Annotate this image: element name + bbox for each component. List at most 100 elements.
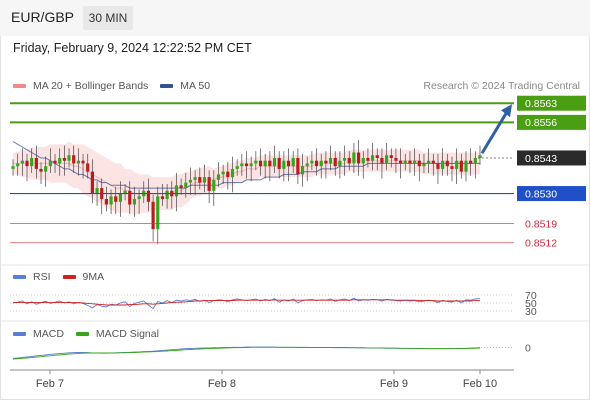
candle-body: [324, 160, 328, 164]
candle-body: [342, 157, 347, 161]
candle-body: [305, 163, 309, 167]
candle-body: [30, 157, 34, 167]
macd-legend: MACD MACD Signal: [13, 328, 159, 340]
bollinger-swatch: [13, 84, 26, 88]
candle-body: [385, 155, 389, 164]
time-tick-label: Feb 8: [208, 378, 236, 390]
rsi-legend: RSI 9MA: [13, 271, 104, 283]
candle-body: [375, 155, 379, 158]
candle-body: [310, 160, 314, 164]
timeframe-tab[interactable]: 30 MIN: [83, 6, 133, 30]
time-axis: Feb 7 Feb 8 Feb 9 Feb 10: [0, 264, 590, 390]
candle-body: [165, 190, 169, 200]
candle-body: [193, 177, 197, 180]
macd-swatch: [13, 332, 26, 336]
candle-body: [361, 157, 365, 164]
macd-signal-swatch: [75, 332, 89, 336]
candle-body: [347, 157, 351, 164]
candle-body: [132, 199, 137, 205]
rsi-tick-label: 50: [525, 298, 537, 310]
candle-body: [464, 160, 468, 172]
rsi-tick-label: 30: [525, 306, 537, 318]
candle-body: [72, 155, 76, 164]
time-tick-label: Feb 7: [36, 378, 64, 390]
rsi-ma-legend-label: 9MA: [82, 271, 105, 283]
candle-body: [441, 160, 445, 169]
ma50-legend-label: MA 50: [180, 80, 211, 92]
target-1-label: 0.8519: [525, 218, 557, 230]
price-levels: 0.8563 0.8556 0.8530 0.8519 0.8512 0.8543: [10, 95, 586, 250]
ma50-swatch: [160, 84, 174, 88]
candle-body: [296, 157, 300, 175]
candle-body: [469, 160, 473, 164]
candle-body: [455, 160, 459, 169]
rsi-ma-line: [13, 299, 480, 306]
candle-body: [338, 160, 342, 167]
support-box: [517, 186, 586, 202]
candle-body: [81, 160, 85, 164]
candle-body: [156, 196, 160, 230]
candle-body: [160, 196, 165, 200]
candle-body: [319, 160, 323, 167]
candle-body: [427, 160, 431, 164]
research-credit: Research © 2024 Trading Central: [423, 80, 580, 92]
candle-body: [58, 157, 62, 164]
candle-body: [184, 182, 188, 189]
candle-body: [34, 157, 38, 169]
candle-body: [282, 160, 286, 169]
candle-body: [202, 177, 207, 183]
candle-body: [151, 201, 155, 230]
support-label: 0.8530: [525, 188, 557, 200]
candle-body: [300, 166, 305, 175]
candle-body: [198, 177, 202, 183]
candle-body: [413, 160, 417, 164]
candle-body: [258, 160, 263, 167]
candle-body: [356, 152, 361, 164]
time-tick-label: Feb 9: [380, 378, 408, 390]
candle-body: [207, 177, 211, 191]
candle-body: [333, 157, 337, 167]
macd-signal-legend-label: MACD Signal: [95, 328, 159, 340]
candle-body: [90, 171, 94, 194]
candle-body: [174, 185, 179, 197]
resistance-1-box: [517, 95, 586, 111]
candle-body: [16, 163, 20, 167]
candle-body: [230, 168, 235, 178]
candle-body: [216, 174, 221, 180]
candle-body: [408, 160, 412, 164]
macd-line: [12, 346, 481, 359]
candle-body: [53, 160, 57, 164]
candle-body: [95, 188, 99, 194]
candle-body: [11, 166, 15, 169]
rsi-tick-label: 70: [525, 290, 537, 302]
candle-body: [123, 190, 127, 194]
current-price-label: 0.8543: [525, 153, 557, 165]
forecast-arrowhead: [501, 104, 512, 118]
rsi-legend-label: RSI: [33, 271, 51, 283]
candle-body: [109, 196, 113, 205]
chart-header: EUR/GBP 30 MIN: [0, 0, 590, 36]
candle-body: [399, 160, 403, 164]
candle-body: [422, 163, 426, 167]
candle-body: [67, 155, 71, 161]
candle-body: [179, 185, 183, 189]
resistance-1-label: 0.8563: [525, 98, 557, 110]
candle-body: [450, 166, 454, 169]
candle-body: [48, 160, 52, 167]
rsi-ma-swatch: [62, 275, 76, 279]
candle-body: [277, 157, 281, 169]
candle-body: [478, 155, 482, 158]
candle-body: [389, 155, 393, 158]
forecast-arrow: [480, 109, 510, 155]
candle-body: [146, 190, 151, 202]
candle-body: [86, 163, 90, 172]
target-2-label: 0.8512: [525, 238, 557, 250]
candle-body: [352, 152, 356, 164]
instrument-title: EUR/GBP: [11, 9, 75, 25]
candle-body: [403, 160, 407, 164]
candle-body: [44, 166, 48, 172]
candle-body: [39, 168, 43, 172]
candle-body: [221, 171, 225, 175]
candle-body: [380, 157, 384, 164]
